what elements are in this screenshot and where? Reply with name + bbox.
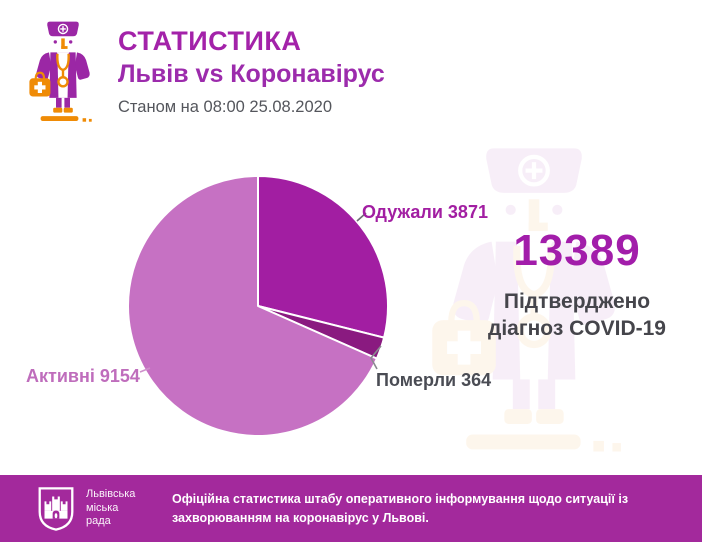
covid-pie-chart	[127, 175, 389, 437]
total-confirmed-caption: Підтверджено діагноз COVID-19	[448, 288, 702, 342]
label-recovered: Одужали 3871	[362, 202, 488, 222]
label-active: Активні 9154	[26, 366, 140, 386]
council-line-3: рада	[86, 515, 111, 528]
council-line-2: міська	[86, 501, 119, 514]
city-council-name: Львівська міська рада	[86, 488, 148, 529]
caption-line-2: діагноз COVID-19	[488, 317, 666, 340]
lviv-city-council-crest-icon	[36, 486, 76, 532]
pie-slice-Активні	[127, 175, 378, 437]
as-of-date: Станом на 08:00 25.08.2020	[118, 98, 333, 116]
label-died: Померли 364	[376, 370, 492, 390]
doctor-mascot-icon	[28, 18, 98, 126]
pie-slice-Одужали	[257, 175, 389, 339]
page-title: СТАТИСТИКА	[118, 26, 302, 56]
caption-line-1: Підтверджено	[503, 290, 651, 313]
official-statistics-note: Офіційна статистика штабу оперативного і…	[172, 491, 629, 525]
footer-bar: Львівська міська рада Офіційна статистик…	[0, 475, 702, 542]
council-line-1: Львівська	[86, 488, 136, 501]
page-subtitle: Львів vs Коронавірус	[118, 60, 385, 88]
total-confirmed-number: 13389	[513, 226, 641, 275]
